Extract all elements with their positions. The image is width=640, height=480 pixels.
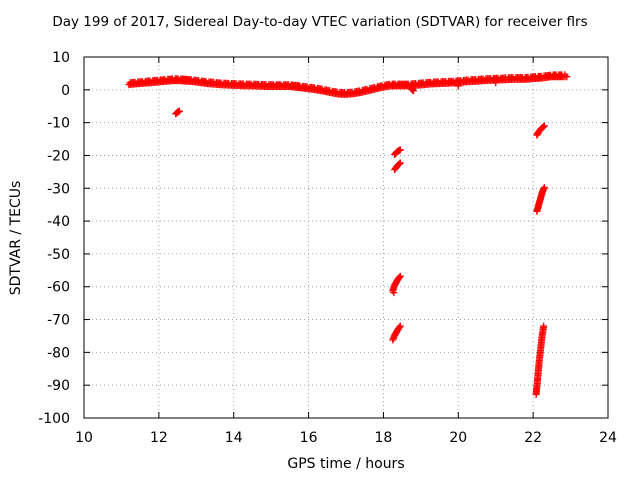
x-tick-label: 14	[225, 430, 243, 446]
y-tick-label: -100	[38, 411, 70, 427]
outliers-point	[396, 159, 404, 167]
outliers-point	[396, 272, 404, 280]
y-tick-label: 0	[61, 83, 70, 99]
main-band-point	[409, 87, 417, 95]
main-band-point	[454, 82, 462, 90]
y-tick-label: -30	[47, 181, 70, 197]
data-points	[125, 71, 571, 398]
x-tick-label: 16	[300, 430, 318, 446]
outliers-point	[540, 184, 548, 192]
y-tick-label: -70	[47, 313, 70, 329]
axis-tick-labels: 10 12 14 16 18 20 22 24 10 0 -10 -20 -30 -40 -50 -60 -70…	[38, 50, 617, 446]
outliers-point	[539, 123, 547, 131]
x-tick-label: 12	[150, 430, 168, 446]
outliers-point	[175, 107, 183, 115]
x-axis-label: GPS time / hours	[287, 456, 405, 472]
y-tick-label: -10	[47, 116, 70, 132]
y-tick-label: -50	[47, 247, 70, 263]
outliers-point	[396, 322, 404, 330]
outliers-point	[395, 273, 403, 281]
outliers-point	[395, 323, 403, 331]
main-band-point	[563, 73, 571, 81]
axis-ticks	[83, 56, 609, 419]
y-tick-label: -80	[47, 345, 70, 361]
x-tick-label: 24	[599, 430, 617, 446]
main-band-point	[492, 79, 500, 87]
x-tick-label: 18	[375, 430, 393, 446]
x-tick-label: 10	[75, 430, 93, 446]
y-tick-label: 10	[52, 50, 70, 66]
chart-title: Day 199 of 2017, Sidereal Day-to-day VTE…	[52, 14, 588, 30]
y-tick-label: -90	[47, 378, 70, 394]
outliers-point	[390, 289, 398, 297]
y-tick-label: -60	[47, 280, 70, 296]
outliers-point	[540, 322, 548, 330]
x-tick-label: 22	[524, 430, 542, 446]
outliers-point	[395, 160, 403, 168]
outliers-point	[396, 146, 404, 154]
outliers-point	[540, 122, 548, 130]
plot-frame	[83, 56, 609, 419]
x-tick-label: 20	[449, 430, 467, 446]
grid-lines	[84, 57, 608, 418]
y-axis-label: SDTVAR / TECUs	[8, 180, 24, 296]
y-tick-label: -20	[47, 148, 70, 164]
y-tick-label: -40	[47, 214, 70, 230]
